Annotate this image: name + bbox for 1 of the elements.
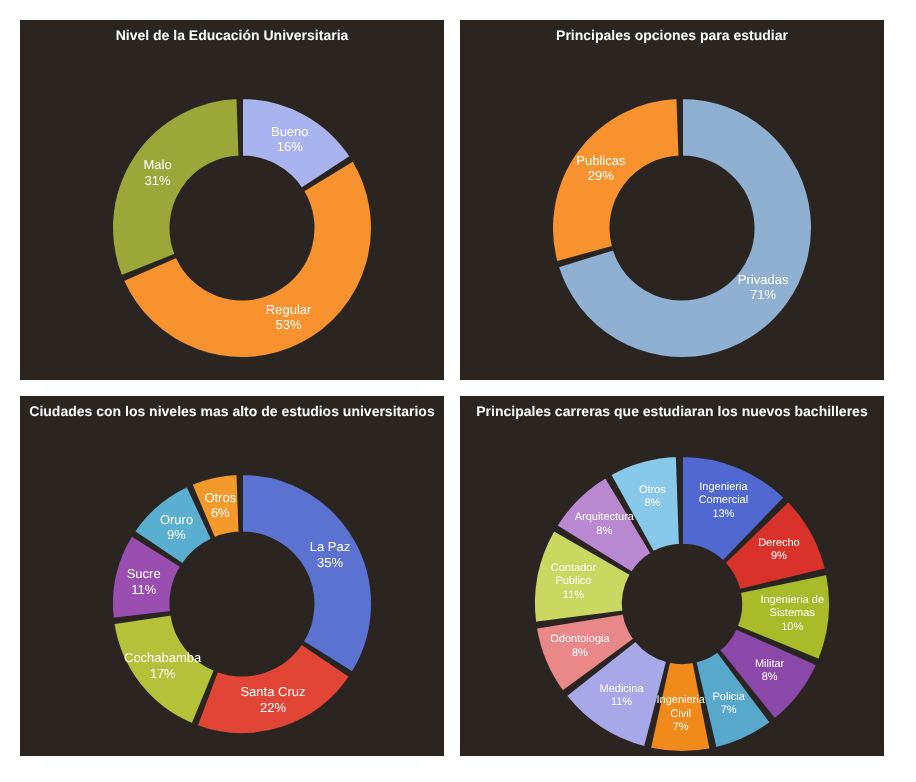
donut-slice — [556, 97, 813, 359]
